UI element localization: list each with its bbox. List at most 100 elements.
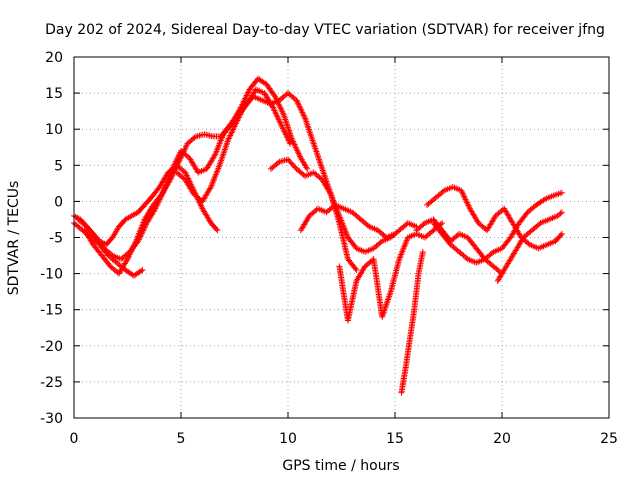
data-trace [307,206,320,218]
data-trace [545,238,557,247]
series-arc-5 [173,90,360,273]
data-trace [411,272,422,312]
data-trace [159,178,173,196]
data-trace [183,171,197,193]
data-trace [183,178,196,196]
data-trace [539,217,551,226]
data-trace [264,82,278,99]
data-trace [451,184,463,193]
data-trace [552,190,564,198]
data-trace [526,203,538,214]
data-trace [142,196,153,207]
y-tick-label: -25 [40,375,63,391]
data-trace [423,228,436,240]
data-trace [185,134,198,146]
y-tick-label: -20 [40,339,63,355]
x-tick-label: 5 [177,431,186,447]
data-trace [279,124,293,146]
data-point [353,266,360,273]
data-trace [243,94,256,106]
data-trace [294,98,308,120]
data-trace [376,228,388,240]
data-trace [547,213,559,222]
x-tick-label: 25 [600,431,618,447]
data-trace [136,203,147,214]
x-tick-label: 0 [70,431,79,447]
data-trace [93,235,106,250]
chart-title: Day 202 of 2024, Sidereal Day-to-day VTE… [45,22,605,38]
y-tick-label: 10 [45,122,63,138]
data-trace [397,221,410,233]
data-trace [402,337,413,369]
data-trace [333,202,345,211]
data-trace [256,76,269,87]
data-trace [442,184,455,193]
data-trace [124,213,134,222]
data-trace [457,231,469,240]
data-trace [388,257,402,293]
x-tick-label: 20 [493,431,511,447]
data-point [304,165,311,172]
data-trace [111,253,123,262]
data-trace [534,197,547,207]
data-trace [99,253,113,268]
data-trace [415,231,427,240]
data-trace [543,193,555,202]
data-trace [281,113,295,142]
data-trace [530,221,543,233]
data-trace [286,157,299,171]
data-trace [303,170,315,179]
y-tick-label: -5 [49,231,63,247]
data-point [419,248,426,255]
data-point [287,140,294,147]
data-trace [324,203,337,214]
data-trace [157,171,171,189]
data-trace [316,206,328,215]
series-arc-7 [297,202,398,241]
data-trace [440,232,453,247]
axis-ticks: 0 5 10 15 20 25 -30 -25 -20 -15 -10 -5 0 5 10 15 20 [40,50,618,447]
data-trace [286,91,299,103]
data-trace [363,246,375,255]
data-trace [396,236,411,261]
data-trace [368,224,380,233]
data-point [139,266,146,273]
data-trace [130,210,140,218]
data-trace [337,214,351,239]
y-tick-label: -30 [40,411,63,427]
data-trace [295,167,307,178]
data-trace [254,87,266,96]
data-trace [176,142,190,164]
y-tick-label: -15 [40,303,63,319]
data-trace [431,217,444,232]
data-points [71,75,565,396]
data-trace [151,192,164,207]
data-trace [459,189,473,211]
data-trace [200,185,214,203]
data-trace [495,264,509,283]
data-trace [510,221,524,240]
data-trace [302,116,317,146]
series-arc-12 [424,183,565,252]
data-trace [512,235,526,254]
data-trace [537,242,549,251]
data-trace [484,214,498,232]
data-trace [415,250,426,275]
data-trace [106,253,119,265]
data-trace [132,268,145,278]
data-trace [270,106,284,128]
x-axis-label: GPS time / hours [282,458,399,474]
data-trace [144,207,158,225]
data-trace [406,220,418,229]
y-tick-label: 20 [45,50,63,66]
data-trace [425,196,438,207]
y-tick-label: 15 [45,86,63,102]
data-trace [116,257,130,276]
data-trace [261,98,273,107]
data-trace [208,163,222,189]
data-point [392,230,398,237]
data-trace [431,221,444,236]
data-point [558,209,565,216]
data-trace [517,210,530,225]
y-tick-label: 5 [54,158,63,174]
